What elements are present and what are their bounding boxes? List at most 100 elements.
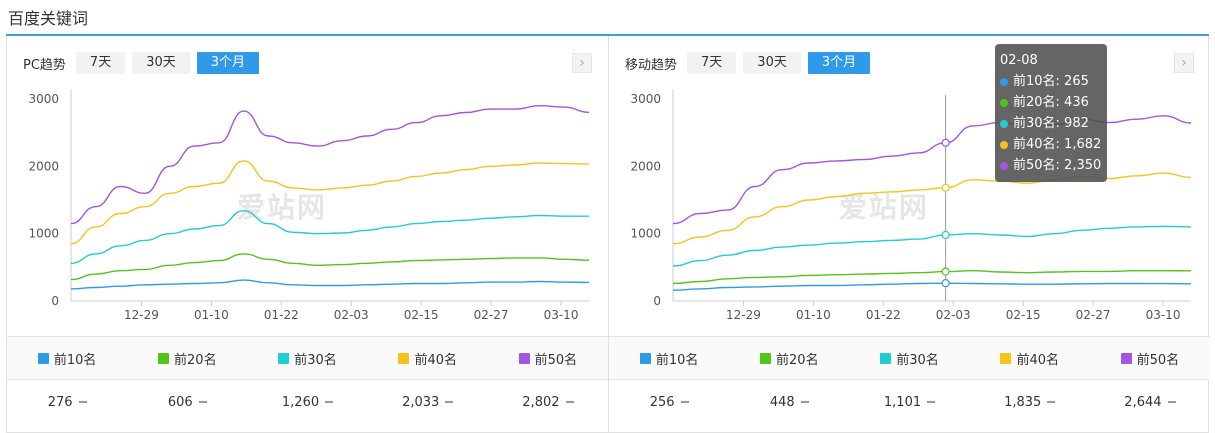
x-tick-label: 02-27 bbox=[474, 308, 509, 322]
mobile-range-3m-button[interactable]: 3个月 bbox=[807, 52, 871, 74]
hover-point bbox=[941, 183, 950, 192]
x-tick-label: 12-29 bbox=[124, 308, 159, 322]
x-tick-label: 01-10 bbox=[194, 308, 229, 322]
pc-legend: 前10名 前20名 前30名 前40名 前50名 bbox=[7, 336, 608, 380]
hover-point bbox=[941, 279, 950, 288]
legend-swatch bbox=[1000, 352, 1012, 364]
chart-tooltip: 02-08 前10名: 265 前20名: 436 前30名: 982 前40名… bbox=[995, 44, 1108, 182]
y-tick-label: 1000 bbox=[630, 227, 661, 241]
tooltip-value: 前10名: 265 bbox=[1013, 74, 1089, 89]
dot-icon bbox=[1000, 77, 1008, 86]
legend-swatch bbox=[1120, 352, 1132, 364]
mobile-trend-panel: 移动趋势 7天 30天 3个月 › 爱站网 0 1000 2000 3000 12-29… bbox=[608, 36, 1210, 433]
total-top30: 1,260 bbox=[247, 380, 367, 424]
pc-panel-title: PC趋势 bbox=[23, 57, 66, 73]
series-line-4 bbox=[672, 172, 1192, 245]
mobile-panel-header: 移动趋势 7天 30天 3个月 bbox=[625, 52, 877, 74]
legend-label: 前30名 bbox=[896, 352, 939, 368]
flat-trend-icon bbox=[445, 401, 454, 403]
tooltip-row: 前30名: 982 bbox=[1000, 113, 1101, 134]
total-value: 2,644 bbox=[1124, 394, 1162, 410]
x-tick-label: 12-29 bbox=[726, 308, 761, 322]
total-value: 2,802 bbox=[522, 394, 560, 410]
legend-label: 前50名 bbox=[1136, 352, 1180, 368]
x-tick-label: 03-10 bbox=[544, 308, 579, 322]
pc-range-30d-button[interactable]: 30天 bbox=[132, 52, 190, 74]
total-top50: 2,802 bbox=[488, 380, 608, 424]
total-top30: 1,101 bbox=[849, 380, 969, 424]
legend-swatch bbox=[158, 352, 170, 364]
total-value: 606 bbox=[167, 394, 193, 410]
dot-icon bbox=[1000, 161, 1008, 170]
legend-swatch bbox=[880, 352, 892, 364]
total-value: 276 bbox=[47, 394, 73, 410]
mobile-trend-chart: 0 1000 2000 3000 12-29 01-10 01-22 02-03 02-15 02… bbox=[630, 89, 1192, 322]
flat-trend-icon bbox=[325, 401, 334, 403]
y-tick-label: 0 bbox=[653, 294, 661, 308]
legend-swatch bbox=[518, 352, 530, 364]
mobile-next-button[interactable]: › bbox=[1174, 53, 1194, 73]
y-tick-label: 1000 bbox=[28, 227, 59, 241]
series-line-2 bbox=[672, 269, 1192, 285]
x-tick-label: 02-15 bbox=[1006, 308, 1041, 322]
x-tick-label: 01-10 bbox=[796, 308, 831, 322]
total-top40: 2,033 bbox=[368, 380, 488, 424]
watermark: 爱站网 bbox=[237, 191, 328, 224]
pc-range-7d-button[interactable]: 7天 bbox=[75, 52, 126, 74]
tooltip-value: 前20名: 436 bbox=[1013, 95, 1089, 110]
flat-trend-icon bbox=[680, 401, 689, 403]
mobile-panel-title: 移动趋势 bbox=[625, 57, 678, 73]
dot-icon bbox=[1000, 140, 1008, 149]
title-underline bbox=[6, 34, 1209, 36]
legend-label: 前10名 bbox=[655, 352, 699, 368]
legend-item-top10[interactable]: 前10名 bbox=[609, 337, 729, 379]
x-tick-label: 02-03 bbox=[334, 308, 369, 322]
mobile-range-30d-button[interactable]: 30天 bbox=[743, 52, 801, 74]
y-tick-label: 2000 bbox=[28, 159, 59, 173]
legend-item-top20[interactable]: 前20名 bbox=[729, 337, 849, 379]
legend-label: 前10名 bbox=[53, 352, 97, 368]
total-value: 2,033 bbox=[402, 394, 440, 410]
flat-trend-icon bbox=[927, 401, 936, 403]
dot-icon bbox=[1000, 98, 1008, 107]
legend-item-top50[interactable]: 前50名 bbox=[1090, 337, 1210, 379]
legend-swatch bbox=[398, 352, 410, 364]
legend-item-top50[interactable]: 前50名 bbox=[488, 337, 608, 379]
total-value: 1,835 bbox=[1004, 394, 1042, 410]
legend-label: 前20名 bbox=[776, 352, 819, 368]
legend-item-top40[interactable]: 前40名 bbox=[368, 337, 488, 379]
total-value: 256 bbox=[649, 394, 675, 410]
legend-label: 前40名 bbox=[414, 352, 457, 368]
chevron-right-icon: › bbox=[579, 55, 585, 71]
mobile-totals: 256 448 1,101 1,835 2,644 bbox=[609, 380, 1210, 424]
mobile-legend: 前10名 前20名 前30名 前40名 前50名 bbox=[609, 336, 1210, 380]
legend-swatch bbox=[639, 352, 651, 364]
legend-label: 前30名 bbox=[294, 352, 337, 368]
flat-trend-icon bbox=[800, 401, 809, 403]
hover-point bbox=[941, 230, 950, 239]
legend-item-top20[interactable]: 前20名 bbox=[127, 337, 247, 379]
legend-item-top10[interactable]: 前10名 bbox=[7, 337, 127, 379]
tooltip-row: 前10名: 265 bbox=[1000, 71, 1101, 92]
dot-icon bbox=[1000, 119, 1008, 128]
legend-swatch bbox=[37, 352, 49, 364]
series-line-5 bbox=[70, 104, 590, 225]
series-line-1 bbox=[70, 279, 590, 290]
legend-item-top40[interactable]: 前40名 bbox=[970, 337, 1090, 379]
pc-next-button[interactable]: › bbox=[572, 53, 592, 73]
legend-item-top30[interactable]: 前30名 bbox=[849, 337, 969, 379]
total-value: 1,101 bbox=[883, 394, 922, 410]
pc-range-3m-button[interactable]: 3个月 bbox=[196, 52, 260, 74]
trend-panels: PC趋势 7天 30天 3个月 › 爱站网 0 1000 2000 3000 12-29… bbox=[6, 36, 1210, 433]
tooltip-row: 前50名: 2,350 bbox=[1000, 155, 1101, 176]
hover-point bbox=[941, 138, 950, 147]
mobile-range-7d-button[interactable]: 7天 bbox=[687, 52, 737, 74]
legend-swatch bbox=[760, 352, 772, 364]
pc-totals: 276 606 1,260 2,033 2,802 bbox=[7, 380, 608, 424]
pc-panel-header: PC趋势 7天 30天 3个月 bbox=[23, 52, 266, 74]
series-line-2 bbox=[70, 253, 590, 281]
y-tick-label: 3000 bbox=[28, 92, 59, 106]
flat-trend-icon bbox=[565, 401, 574, 403]
legend-item-top30[interactable]: 前30名 bbox=[247, 337, 367, 379]
total-top10: 256 bbox=[609, 380, 729, 424]
